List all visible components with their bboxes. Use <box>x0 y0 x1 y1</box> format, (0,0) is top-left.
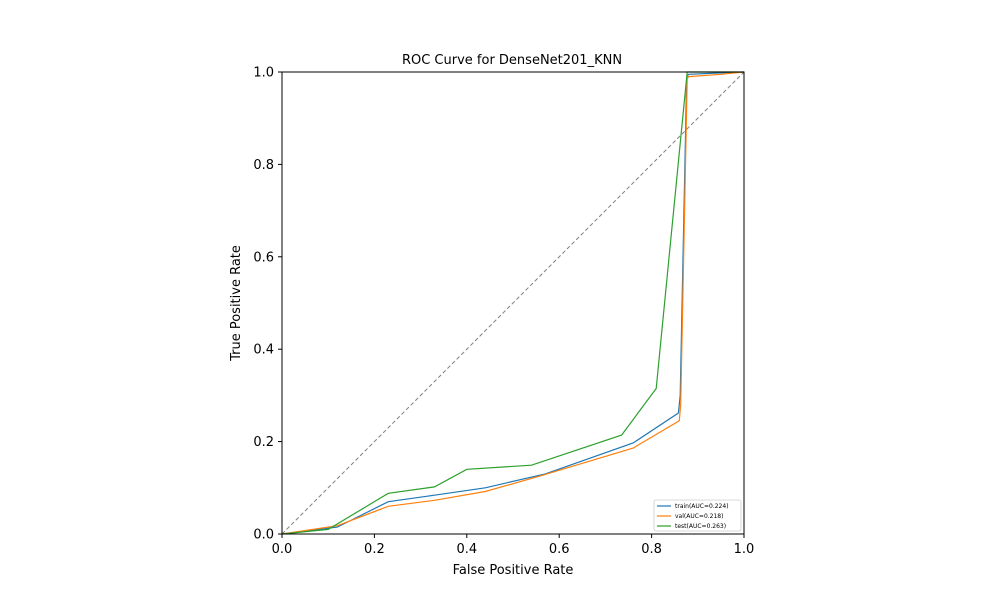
y-tick-label: 0.2 <box>253 435 274 450</box>
series-line-2 <box>281 71 744 535</box>
chance-diagonal-line <box>281 71 745 535</box>
axis-ticks: 0.0 0.2 0.4 0.6 0.8 1.0 0.0 0.2 0.4 0.6 0.8 1.0 <box>253 66 754 558</box>
series-line-1 <box>281 71 745 535</box>
x-tick-label: 0.6 <box>549 542 570 557</box>
x-tick-label: 0.4 <box>456 542 477 557</box>
legend-label-0: train(AUC=0.224) <box>675 503 729 510</box>
x-axis-label: False Positive Rate <box>453 563 574 578</box>
legend: train(AUC=0.224) val(AUC=0.218) test(AUC=0… <box>653 499 742 532</box>
series-line-0 <box>281 71 745 535</box>
x-tick-label: 1.0 <box>734 542 755 557</box>
y-axis-label: True Positive Rate <box>229 245 244 362</box>
y-tick-label: 0.6 <box>253 250 274 265</box>
y-tick-label: 0.8 <box>253 158 274 173</box>
axes-frame <box>281 71 745 535</box>
legend-box <box>653 499 742 532</box>
chart-title: ROC Curve for DenseNet201_KNN <box>402 53 622 68</box>
y-tick-label: 0.0 <box>253 528 274 543</box>
x-tick-label: 0.8 <box>641 542 662 557</box>
y-tick-label: 0.4 <box>253 343 274 358</box>
x-tick-label: 0.0 <box>272 542 293 557</box>
plot-area <box>281 71 745 535</box>
legend-label-2: test(AUC=0.263) <box>675 523 726 530</box>
x-tick-label: 0.2 <box>364 542 385 557</box>
y-tick-label: 1.0 <box>253 66 274 81</box>
legend-label-1: val(AUC=0.218) <box>675 513 723 520</box>
